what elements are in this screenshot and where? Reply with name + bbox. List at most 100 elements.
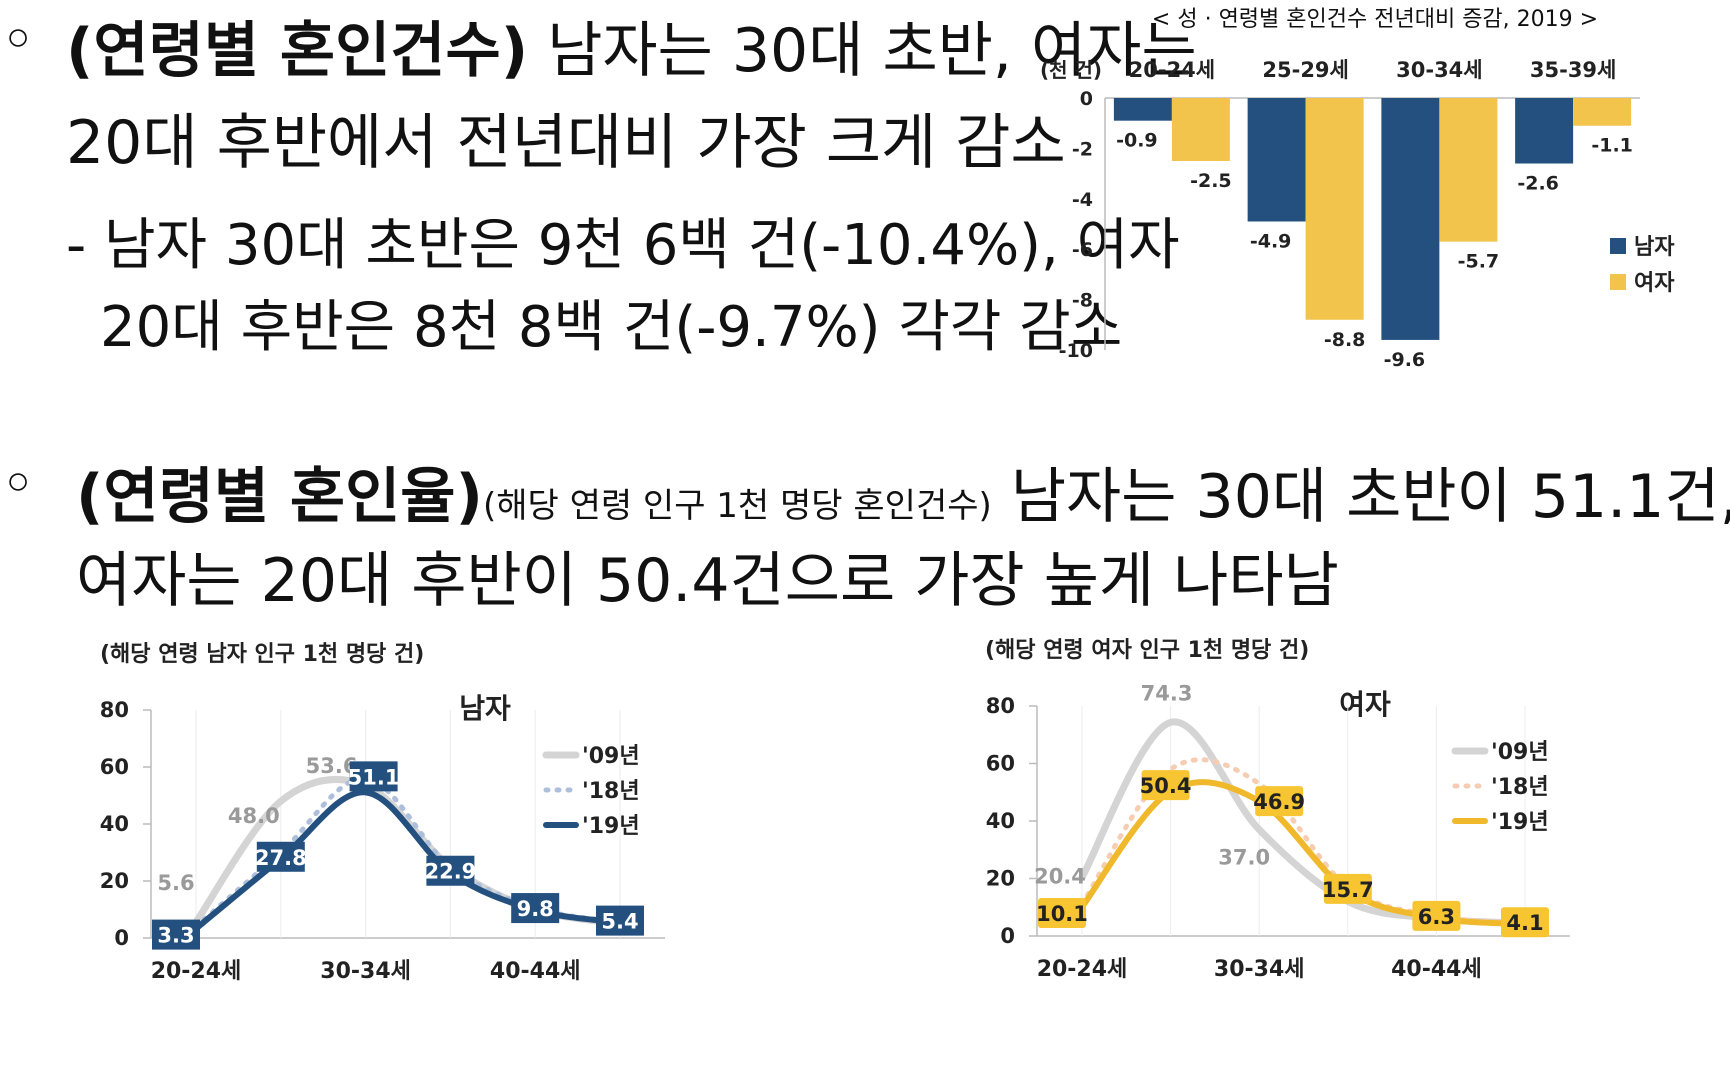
legend-label: '19년 [582,814,640,839]
section2-line2: 여자는 20대 후반이 50.4건으로 가장 높게 나타남 [76,546,1339,616]
label-2019-box [1038,897,1086,928]
bar-y-tick-label: -4 [1072,189,1093,211]
label-2019-box [1323,873,1372,904]
section1-sub-line1: - 남자 30대 초반은 9천 6백 건(-10.4%), 여자 [66,213,1180,278]
label-2019: 51.1 [348,765,400,789]
line-y-tick-label: 0 [114,926,129,950]
female-chart-unit-label: (해당 연령 여자 인구 1천 명당 건) [985,638,1310,663]
line-x-tick-label: 20-24세 [151,959,242,984]
section1-line1: (연령별 혼인건수) 남자는 30대 초반, 여자는 [66,2,1197,89]
label-2019-box [1501,907,1549,938]
bar-female [1439,98,1498,242]
male-line-chart: 남자 0 20 40 60 80 20-24세 30-34세 40-44세 5.6 48.0 53.6… [100,692,665,984]
label-2019: 6.3 [1418,905,1455,929]
female-line-chart: 여자 0 20 40 60 80 20-24세 30-34세 40-44세 20.4 74.3 37.… [986,681,1570,982]
bar-category-label: 20-24세 [1129,58,1215,82]
section1-line2: 20대 후반에서 전년대비 가장 크게 감소 [66,108,1066,178]
label-2019: 27.8 [255,846,307,870]
legend-label: '09년 [582,744,640,769]
line-y-tick-label: 60 [986,752,1015,776]
bar-chart-unit-label: (천 건) [1040,58,1102,82]
line-y-tick-label: 60 [100,755,129,779]
section1-sub-line2: 20대 후반은 8천 8백 건(-9.7%) 각각 감소 [100,295,1123,360]
legend-label: '09년 [1491,740,1549,765]
section1-line1-text: 남자는 30대 초반, 여자는 [528,16,1197,86]
label-2019-box [152,919,200,950]
male-chart-unit-label: (해당 연령 남자 인구 1천 명당 건) [100,642,425,667]
bar-male [1247,98,1306,222]
label-2019: 15.7 [1322,878,1374,902]
label-2019-box [1141,770,1190,801]
section1-bullet: ○ [6,14,31,60]
legend-label: '19년 [1491,810,1549,835]
label-2009: 5.6 [157,871,194,895]
bar-data-label: -2.5 [1190,170,1232,192]
label-2019: 9.8 [517,897,554,921]
section2-bullet: ○ [6,458,31,504]
legend-female-swatch [1610,274,1626,290]
label-2019: 10.1 [1036,902,1088,926]
section1-heading: (연령별 혼인건수) [66,16,529,86]
legend-label: '18년 [582,779,640,804]
line-y-tick-label: 40 [100,812,129,836]
bar-male [1113,98,1172,121]
label-2019: 5.4 [601,910,638,934]
label-2009: 37.0 [1218,846,1270,870]
bar-data-label: -5.7 [1458,251,1500,273]
legend-male-swatch [1610,238,1626,254]
line-y-tick-label: 0 [1000,924,1015,948]
line-x-tick-label: 40-44세 [490,959,581,984]
label-2019: 50.4 [1140,774,1192,798]
line-x-tick-label: 30-34세 [320,959,411,984]
line-x-tick-label: 20-24세 [1037,957,1128,982]
line-x-tick-label: 30-34세 [1214,957,1305,982]
section2-note: (해당 연령 인구 1천 명당 혼인건수) [482,486,992,526]
section2-heading: (연령별 혼인율) [76,462,483,532]
label-2019: 4.1 [1506,911,1543,935]
bar-female [1305,98,1364,320]
bar-data-label: -1.1 [1591,135,1633,157]
bar-y-tick-label: -10 [1059,340,1093,362]
bar-female [1573,98,1632,126]
bar-male [1515,98,1574,164]
bar-y-tick-label: -2 [1072,138,1093,160]
line-y-tick-label: 40 [986,809,1015,833]
section2-line1: (연령별 혼인율)(해당 연령 인구 1천 명당 혼인건수) 남자는 30대 초… [76,448,1730,535]
label-2019-box [349,761,398,792]
legend-label: 남자 [1634,235,1675,260]
line-y-tick-label: 80 [100,698,129,722]
label-2009: 53.6 [306,754,358,778]
bar-data-label: -2.6 [1517,173,1559,195]
bar-data-label: -4.9 [1250,230,1292,252]
bar-data-label: -9.6 [1384,349,1426,371]
label-2019-box [256,841,305,872]
bar-female [1171,98,1230,161]
line-chart-title: 남자 [459,692,511,725]
label-2019-box [596,905,644,936]
line-y-tick-label: 80 [986,694,1015,718]
label-2019-box [426,855,475,886]
line-chart-title: 여자 [1339,688,1391,721]
label-2019: 22.9 [424,860,476,884]
line-y-tick-label: 20 [986,867,1015,891]
label-2019: 3.3 [157,924,194,948]
bar-data-label: -8.8 [1324,329,1366,351]
bar-chart: < 성 · 연령별 혼인건수 전년대비 증감, 2019 > (천 건) 0 -2 -4… [1040,7,1675,371]
bar-chart-title: < 성 · 연령별 혼인건수 전년대비 증감, 2019 > [1152,7,1598,32]
label-2019-box [1255,786,1304,817]
legend-label: '18년 [1491,775,1549,800]
bar-category-label: 25-29세 [1262,58,1348,82]
label-2019: 46.9 [1253,790,1305,814]
bar-category-label: 35-39세 [1530,58,1616,82]
label-2019-box [1412,900,1461,931]
bar-category-label: 30-34세 [1396,58,1482,82]
label-2009: 48.0 [228,804,280,828]
line-x-tick-label: 40-44세 [1391,957,1482,982]
bar-male [1381,98,1440,340]
label-2009: 20.4 [1034,864,1086,888]
line-y-tick-label: 20 [100,869,129,893]
bar-y-tick-label: 0 [1080,88,1093,110]
label-2009: 74.3 [1141,681,1193,705]
legend-label: 여자 [1634,271,1675,296]
bar-data-label: -0.9 [1116,130,1158,152]
